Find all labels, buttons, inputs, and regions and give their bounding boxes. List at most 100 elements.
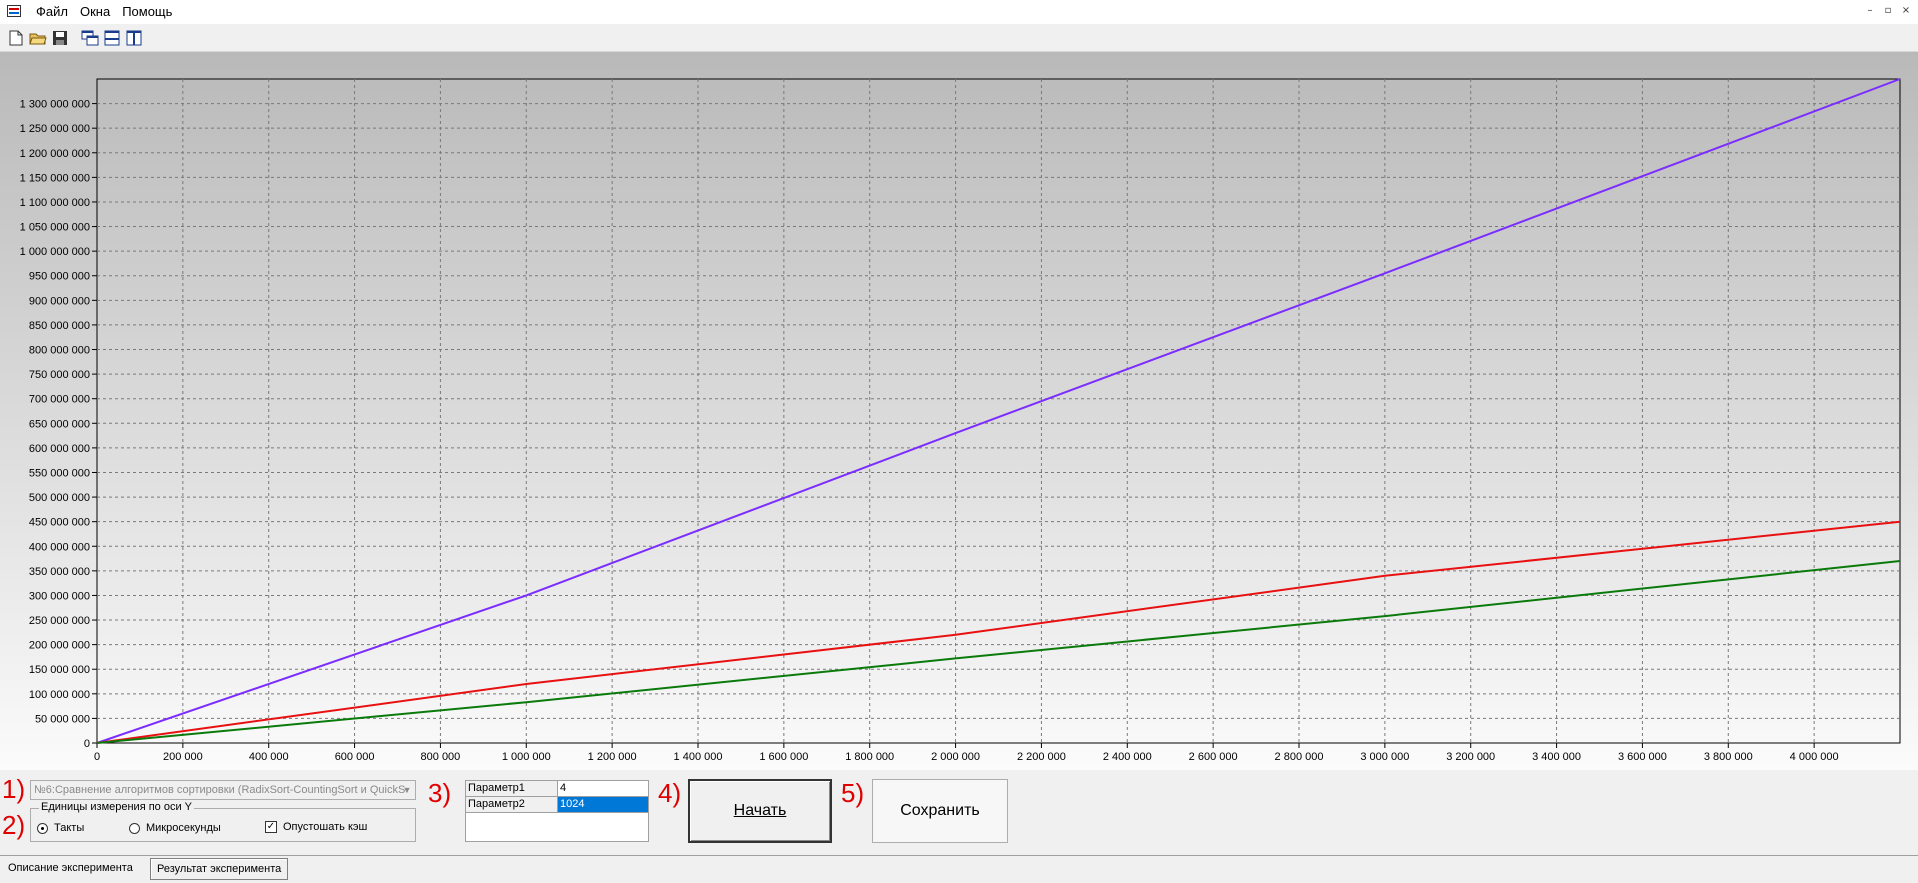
restore-icon[interactable]: ▫ xyxy=(1884,5,1892,16)
y-tick-label: 250 000 000 xyxy=(29,615,90,627)
menu-help[interactable]: Помощь xyxy=(122,4,173,19)
y-tick-label: 700 000 000 xyxy=(29,394,90,406)
y-tick-label: 1 150 000 000 xyxy=(20,172,90,184)
tile-vertical-icon[interactable] xyxy=(124,28,144,48)
y-tick-label: 600 000 000 xyxy=(29,443,90,455)
open-folder-icon[interactable] xyxy=(28,28,48,48)
y-tick-label: 100 000 000 xyxy=(29,689,90,701)
param-row: Параметр2 1024 xyxy=(466,797,648,813)
menu-file[interactable]: Файл xyxy=(36,4,68,19)
y-tick-label: 800 000 000 xyxy=(29,345,90,357)
step-label-3: 3) xyxy=(428,778,452,808)
series-line-1 xyxy=(96,78,1901,744)
y-tick-label: 1 300 000 000 xyxy=(20,99,90,111)
param-value-input[interactable]: 1024 xyxy=(558,797,648,813)
y-tick-label: 900 000 000 xyxy=(29,295,90,307)
x-tick-label: 3 400 000 xyxy=(1532,751,1581,763)
y-tick-label: 650 000 000 xyxy=(29,418,90,430)
radio-ticks-label: Такты xyxy=(54,822,85,834)
y-tick-label: 400 000 000 xyxy=(29,541,90,553)
y-tick-label: 1 000 000 000 xyxy=(20,246,90,258)
chart-area: 0 50 000 000 100 000 000 150 000 000 200 000… xyxy=(0,52,1918,770)
window-controls: – ▫ × xyxy=(1862,4,1914,18)
y-tick-label: 450 000 000 xyxy=(29,517,90,529)
new-file-icon[interactable] xyxy=(6,28,26,48)
cascade-windows-icon[interactable] xyxy=(80,28,100,48)
x-tick-label: 2 200 000 xyxy=(1017,751,1066,763)
step-label-4: 4) xyxy=(658,778,682,808)
clear-cache-label: Опустошать кэш xyxy=(283,821,368,833)
line-chart: 0 50 000 000 100 000 000 150 000 000 200 000… xyxy=(0,52,1918,770)
start-button[interactable]: Начать xyxy=(688,779,832,843)
control-panel: 1) №6:Сравнение алгоритмов сортировки (R… xyxy=(0,770,1918,855)
radio-microseconds[interactable]: Микросекунды xyxy=(129,822,221,834)
start-button-label: Начать xyxy=(733,802,787,819)
menu-windows[interactable]: Окна xyxy=(79,4,111,19)
params-grid: Параметр1 4 Параметр2 1024 xyxy=(465,780,649,842)
clear-cache-checkbox[interactable]: ✓ Опустошать кэш xyxy=(265,821,367,833)
y-tick-label: 50 000 000 xyxy=(35,713,90,725)
x-tick-label: 4 000 000 xyxy=(1790,751,1839,763)
y-tick-label: 300 000 000 xyxy=(29,590,90,602)
x-tick-label: 1 200 000 xyxy=(588,751,637,763)
y-tick-label: 1 250 000 000 xyxy=(20,123,90,135)
x-tick-label: 1 600 000 xyxy=(759,751,808,763)
experiment-select[interactable]: №6:Сравнение алгоритмов сортировки (Radi… xyxy=(30,780,416,800)
x-tick-label: 3 800 000 xyxy=(1704,751,1753,763)
app-icon[interactable] xyxy=(6,3,24,21)
y-tick-label: 850 000 000 xyxy=(29,320,90,332)
checkmark-icon[interactable]: ✓ xyxy=(265,821,277,833)
radio-ticks[interactable]: Такты xyxy=(37,822,84,834)
x-tick-label: 1 800 000 xyxy=(845,751,894,763)
tab-experiment-description[interactable]: Описание эксперимента xyxy=(8,862,133,874)
tile-horizontal-icon[interactable] xyxy=(102,28,122,48)
series-line-3 xyxy=(96,560,1901,744)
param-value-input[interactable]: 4 xyxy=(558,781,648,797)
save-button-label: Сохранить xyxy=(900,802,980,819)
y-units-legend: Единицы измерения по оси Y xyxy=(39,801,195,813)
series-line-2 xyxy=(96,520,1901,744)
y-units-group: Единицы измерения по оси Y Такты Микросе… xyxy=(30,801,416,842)
x-tick-label: 3 600 000 xyxy=(1618,751,1667,763)
y-tick-label: 150 000 000 xyxy=(29,664,90,676)
step-label-1: 1) xyxy=(2,774,26,804)
save-button[interactable]: Сохранить xyxy=(872,779,1008,843)
tab-experiment-result[interactable]: Результат эксперимента xyxy=(150,858,289,880)
y-tick-label: 200 000 000 xyxy=(29,640,90,652)
x-tick-label: 3 200 000 xyxy=(1446,751,1495,763)
minimize-icon[interactable]: – xyxy=(1867,5,1873,16)
y-tick-label: 1 050 000 000 xyxy=(20,222,90,234)
x-tick-label: 3 000 000 xyxy=(1360,751,1409,763)
step-label-5: 5) xyxy=(841,778,865,808)
close-icon[interactable]: × xyxy=(1901,5,1911,16)
y-tick-label: 950 000 000 xyxy=(29,271,90,283)
y-tick-label: 550 000 000 xyxy=(29,467,90,479)
y-tick-label: 1 100 000 000 xyxy=(20,197,90,209)
plot-frame xyxy=(96,78,1901,744)
toolbar xyxy=(0,24,1918,52)
y-tick-label: 350 000 000 xyxy=(29,566,90,578)
chevron-down-icon[interactable]: ▼ xyxy=(402,785,412,795)
param-row: Параметр1 4 xyxy=(466,781,648,797)
y-tick-label: 0 xyxy=(84,738,90,750)
radio-checked-icon[interactable] xyxy=(37,822,48,834)
x-tick-label: 2 600 000 xyxy=(1189,751,1238,763)
x-tick-label: 200 000 xyxy=(163,751,203,763)
x-tick-label: 1 000 000 xyxy=(502,751,551,763)
x-tick-label: 1 400 000 xyxy=(674,751,723,763)
step-label-2: 2) xyxy=(2,810,26,840)
param-name: Параметр1 xyxy=(466,781,558,797)
y-tick-label: 500 000 000 xyxy=(29,492,90,504)
x-tick-label: 600 000 xyxy=(335,751,375,763)
radio-microseconds-label: Микросекунды xyxy=(146,822,221,834)
y-tick-label: 750 000 000 xyxy=(29,369,90,381)
x-tick-label: 0 xyxy=(94,751,100,763)
save-disk-icon[interactable] xyxy=(50,28,70,48)
param-name: Параметр2 xyxy=(466,797,558,813)
menu-bar: Файл Окна Помощь – ▫ × xyxy=(0,0,1918,24)
experiment-select-value: №6:Сравнение алгоритмов сортировки (Radi… xyxy=(34,784,406,796)
x-tick-label: 400 000 xyxy=(249,751,289,763)
y-tick-label: 1 200 000 000 xyxy=(20,148,90,160)
radio-unchecked-icon[interactable] xyxy=(129,822,140,834)
tab-bar: Описание эксперимента Результат эксперим… xyxy=(0,855,1918,883)
